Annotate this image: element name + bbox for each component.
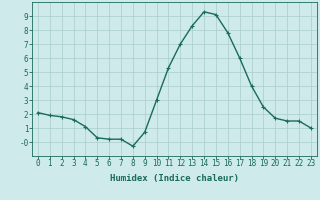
X-axis label: Humidex (Indice chaleur): Humidex (Indice chaleur) bbox=[110, 174, 239, 183]
